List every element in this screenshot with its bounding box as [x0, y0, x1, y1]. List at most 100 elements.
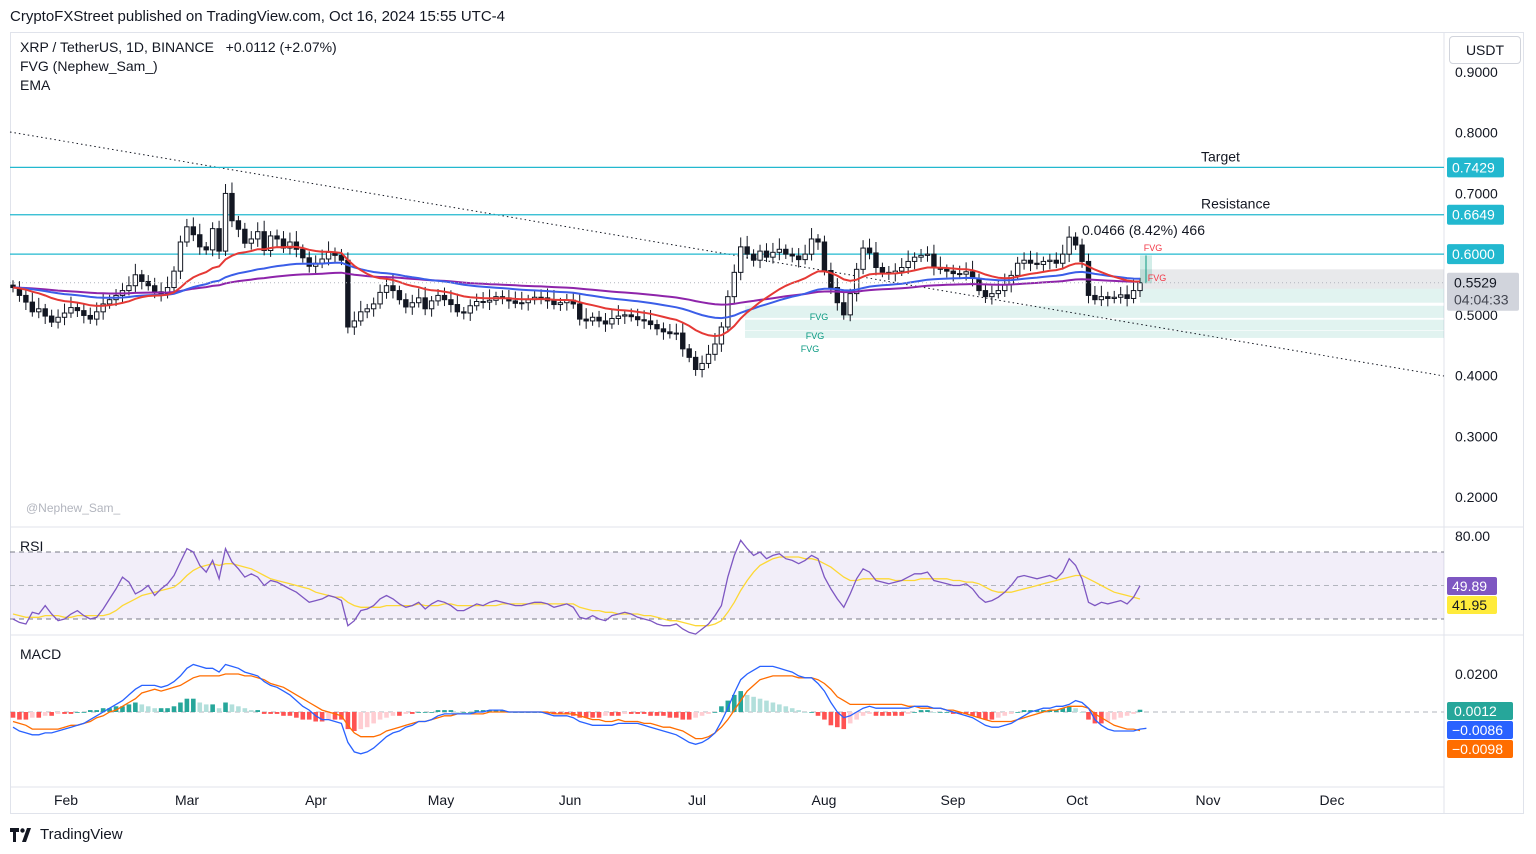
- fvg-zone-4[interactable]: [1140, 288, 1444, 303]
- candle-body[interactable]: [145, 280, 151, 287]
- candle-body[interactable]: [287, 241, 293, 249]
- candle-body[interactable]: [628, 314, 634, 318]
- macd-histogram-bar[interactable]: [326, 712, 331, 720]
- candle-body[interactable]: [744, 246, 750, 255]
- candle-body[interactable]: [106, 299, 113, 305]
- candle-body[interactable]: [982, 290, 989, 298]
- fvg-zone-1[interactable]: [745, 305, 1444, 318]
- candle-body[interactable]: [209, 228, 216, 251]
- candle-body[interactable]: [216, 228, 222, 252]
- macd-histogram-bar[interactable]: [835, 712, 840, 728]
- macd-histogram-bar[interactable]: [319, 712, 325, 722]
- candle-body[interactable]: [519, 302, 525, 305]
- candle-body[interactable]: [757, 250, 763, 261]
- macd-histogram-bar[interactable]: [1060, 708, 1066, 712]
- macd-histogram-bar[interactable]: [905, 712, 911, 714]
- macd-histogram-bar[interactable]: [500, 710, 505, 712]
- macd-histogram-bar[interactable]: [628, 712, 634, 714]
- candle-body[interactable]: [126, 285, 132, 292]
- macd-histogram-bar[interactable]: [1015, 712, 1020, 713]
- macd-histogram-bar[interactable]: [764, 700, 769, 712]
- candle-body[interactable]: [345, 259, 351, 328]
- macd-histogram-bar[interactable]: [268, 712, 273, 714]
- macd-histogram-bar[interactable]: [802, 712, 808, 713]
- candle-body[interactable]: [177, 241, 184, 272]
- candle-body[interactable]: [847, 293, 853, 316]
- candle-body[interactable]: [866, 247, 873, 254]
- candle-body[interactable]: [81, 310, 87, 316]
- candle-body[interactable]: [197, 234, 203, 248]
- candle-body[interactable]: [274, 235, 280, 240]
- macd-histogram-bar[interactable]: [712, 712, 718, 713]
- macd-histogram-bar[interactable]: [860, 712, 866, 716]
- macd-histogram-bar[interactable]: [261, 712, 267, 714]
- candle-body[interactable]: [802, 253, 808, 261]
- candle-body[interactable]: [789, 253, 795, 257]
- candle-body[interactable]: [267, 235, 274, 252]
- candle-body[interactable]: [1079, 244, 1085, 262]
- candle-body[interactable]: [1021, 259, 1027, 264]
- macd-histogram-bar[interactable]: [551, 712, 557, 714]
- candle-body[interactable]: [692, 356, 699, 371]
- legend-fvg[interactable]: FVG (Nephew_Sam_): [20, 58, 158, 74]
- candle-body[interactable]: [725, 296, 731, 328]
- macd-histogram-bar[interactable]: [223, 702, 228, 713]
- macd-histogram-bar[interactable]: [364, 712, 370, 728]
- rsi-line[interactable]: [12, 539, 1141, 635]
- candle-body[interactable]: [602, 320, 609, 325]
- macd-histogram-bar[interactable]: [1086, 712, 1091, 720]
- macd-histogram-bar[interactable]: [467, 712, 473, 713]
- candle-body[interactable]: [1098, 296, 1105, 301]
- macd-histogram-bar[interactable]: [564, 712, 570, 714]
- ema-line-red[interactable]: [12, 245, 1141, 338]
- macd-histogram-bar[interactable]: [996, 712, 1001, 718]
- candle-body[interactable]: [390, 285, 396, 292]
- macd-histogram-bar[interactable]: [62, 712, 67, 714]
- macd-histogram-bar[interactable]: [1092, 712, 1098, 724]
- macd-histogram-bar[interactable]: [294, 712, 299, 718]
- macd-histogram-bar[interactable]: [603, 712, 608, 716]
- macd-histogram-bar[interactable]: [912, 712, 917, 713]
- macd-histogram-bar[interactable]: [545, 712, 550, 714]
- candle-body[interactable]: [1066, 236, 1072, 255]
- macd-histogram-bar[interactable]: [886, 712, 892, 716]
- macd-histogram-bar[interactable]: [1105, 712, 1111, 722]
- macd-histogram-bar[interactable]: [448, 710, 454, 712]
- macd-histogram-bar[interactable]: [1002, 712, 1008, 716]
- chart-frame[interactable]: [10, 32, 1524, 814]
- macd-histogram-bar[interactable]: [409, 712, 415, 714]
- macd-histogram-bar[interactable]: [1118, 712, 1123, 718]
- macd-histogram-bar[interactable]: [815, 712, 821, 716]
- macd-histogram-bar[interactable]: [300, 712, 306, 720]
- ema-line-purple[interactable]: [12, 271, 1140, 306]
- candle-body[interactable]: [338, 254, 345, 261]
- candle-body[interactable]: [100, 303, 106, 313]
- macd-histogram-bar[interactable]: [731, 694, 737, 712]
- candle-body[interactable]: [480, 301, 486, 303]
- candle-body[interactable]: [795, 255, 802, 261]
- candle-body[interactable]: [686, 348, 692, 358]
- macd-histogram-bar[interactable]: [1137, 709, 1143, 712]
- macd-histogram-bar[interactable]: [1034, 710, 1040, 712]
- candle-body[interactable]: [255, 231, 261, 240]
- candle-body[interactable]: [55, 316, 61, 323]
- macd-pane-title[interactable]: MACD: [20, 646, 62, 662]
- macd-histogram-bar[interactable]: [661, 712, 666, 716]
- macd-histogram-bar[interactable]: [596, 712, 602, 718]
- macd-histogram-bar[interactable]: [777, 704, 782, 712]
- macd-histogram-bar[interactable]: [371, 712, 376, 724]
- candle-body[interactable]: [1040, 260, 1047, 265]
- candle-body[interactable]: [634, 316, 641, 321]
- candle-body[interactable]: [783, 248, 789, 255]
- candle-body[interactable]: [441, 294, 448, 301]
- macd-histogram-bar[interactable]: [957, 712, 962, 714]
- macd-histogram-bar[interactable]: [191, 698, 196, 712]
- macd-histogram-bar[interactable]: [23, 712, 29, 720]
- candle-body[interactable]: [911, 256, 918, 262]
- fvg-zone-2[interactable]: [745, 319, 1444, 331]
- candle-body[interactable]: [1130, 290, 1137, 299]
- macd-histogram-bar[interactable]: [352, 712, 357, 731]
- candle-body[interactable]: [512, 300, 519, 304]
- macd-histogram-bar[interactable]: [641, 712, 647, 714]
